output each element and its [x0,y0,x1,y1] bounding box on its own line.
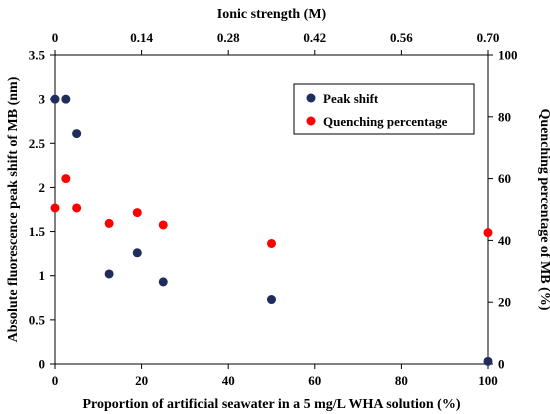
right-tick-label: 100 [498,48,518,63]
data-point-peak-shift [72,129,82,139]
bottom-axis-ticks: 0 20 40 60 80 100 [52,364,498,388]
data-point-peak-shift [158,277,168,287]
legend-marker-peak-shift [306,93,316,103]
top-tick-label: 0.14 [130,30,153,45]
y-axis-title: Absolute fluorescence peak shift of MB (… [6,76,21,342]
left-tick-label: 0 [39,357,46,372]
bottom-tick-label: 0 [52,373,59,388]
left-tick-label: 3 [39,92,46,107]
right-tick-label: 20 [498,295,511,310]
top-tick-label: 0.28 [217,30,240,45]
data-point-quenching-percentage [158,220,168,230]
left-axis-ticks: 0 0.5 1 1.5 2 2.5 3 3.5 [29,48,55,372]
left-tick-label: 2 [39,180,46,195]
left-tick-label: 1.5 [29,224,46,239]
top-axis-title: Ionic strength (M) [217,7,327,22]
data-point-peak-shift [61,94,71,104]
right-axis-title: Quenching percentage of MB (%) [537,109,550,311]
legend: Peak shift Quenching percentage [293,83,475,135]
data-points [50,94,493,366]
data-point-peak-shift [132,248,142,258]
top-tick-label: 0.70 [477,30,500,45]
right-axis-ticks: 0 20 40 60 80 100 [488,48,518,372]
data-point-quenching-percentage [104,218,114,228]
bottom-tick-label: 20 [135,373,148,388]
x-axis-title: Proportion of artificial seawater in a 5… [83,397,461,412]
right-tick-label: 80 [498,109,511,124]
top-tick-label: 0 [52,30,59,45]
right-tick-label: 0 [498,357,505,372]
top-tick-label: 0.56 [390,30,413,45]
bottom-tick-label: 40 [222,373,235,388]
bottom-tick-label: 100 [478,373,498,388]
data-point-peak-shift [50,94,60,104]
data-point-quenching-percentage [483,228,493,238]
bottom-tick-label: 60 [308,373,321,388]
data-point-quenching-percentage [132,208,142,218]
legend-label-peak-shift: Peak shift [323,91,379,106]
data-point-peak-shift [267,295,276,305]
data-point-quenching-percentage [267,238,276,248]
right-tick-label: 60 [498,171,511,186]
top-axis-ticks: 0 0.14 0.28 0.42 0.56 0.70 [52,30,500,55]
data-point-peak-shift [104,269,114,279]
legend-marker-quenching-percentage [306,116,316,126]
legend-label-quenching-percentage: Quenching percentage [323,114,448,129]
left-tick-label: 3.5 [29,48,46,63]
data-point-quenching-percentage [61,174,71,184]
right-tick-label: 40 [498,233,511,248]
left-tick-label: 0.5 [29,312,46,327]
data-point-quenching-percentage [50,203,60,213]
bottom-tick-label: 80 [395,373,408,388]
left-tick-label: 1 [39,268,46,283]
data-point-quenching-percentage [72,203,82,213]
top-tick-label: 0.42 [303,30,326,45]
left-tick-label: 2.5 [29,136,46,151]
data-point-peak-shift [483,356,493,366]
legend-box [293,83,475,135]
